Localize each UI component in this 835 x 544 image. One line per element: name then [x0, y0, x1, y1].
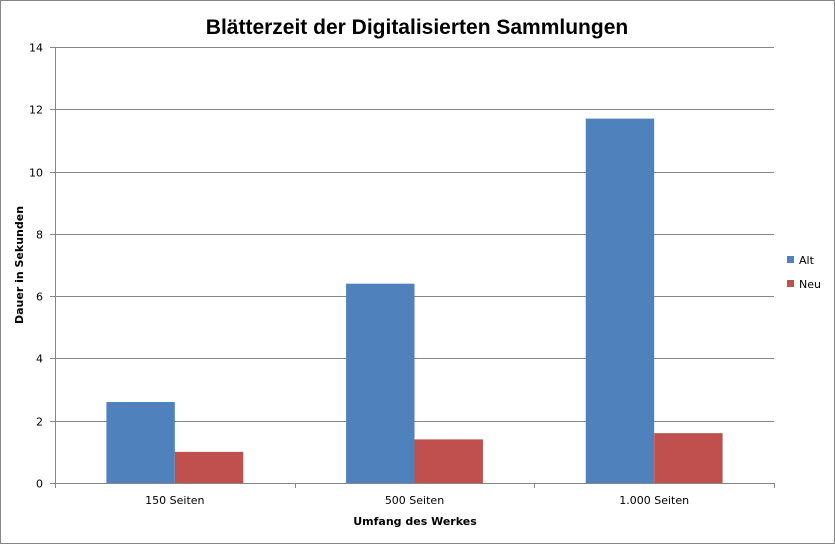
legend-swatch-neu: [787, 280, 794, 287]
legend-swatch-alt: [787, 256, 794, 263]
y-tick-label: 8: [36, 229, 43, 242]
y-tick-label: 12: [29, 104, 43, 117]
y-tick-label: 4: [36, 353, 43, 366]
legend-label-alt: Alt: [799, 254, 815, 267]
bar-alt-1: [106, 402, 175, 483]
axes: [55, 47, 775, 488]
y-tick-label: 0: [36, 478, 43, 491]
bars: [106, 118, 723, 483]
y-tick-labels: 0 2 4 6 8 10 12 14: [29, 42, 43, 491]
x-tick-label: 1.000 Seiten: [619, 494, 689, 507]
x-tick-label: 500 Seiten: [385, 494, 444, 507]
bar-neu-1: [174, 451, 244, 483]
x-tick-labels: 150 Seiten 500 Seiten 1.000 Seiten: [145, 494, 689, 507]
y-tick-label: 10: [29, 167, 43, 180]
bar-neu-2: [414, 439, 483, 483]
bar-neu-3: [654, 433, 723, 483]
y-tick-label: 6: [36, 291, 43, 304]
y-axis-title: Dauer in Sekunden: [13, 206, 26, 324]
x-axis-title: Umfang des Werkes: [353, 515, 477, 528]
y-tick-label: 14: [29, 42, 43, 55]
bar-alt-3: [585, 118, 655, 483]
y-tick-label: 2: [36, 416, 43, 429]
x-tick-label: 150 Seiten: [145, 494, 204, 507]
bar-alt-2: [346, 283, 415, 483]
legend: Alt Neu: [787, 254, 821, 291]
chart-title: Blätterzeit der Digitalisierten Sammlung…: [206, 16, 628, 39]
legend-label-neu: Neu: [799, 278, 821, 291]
